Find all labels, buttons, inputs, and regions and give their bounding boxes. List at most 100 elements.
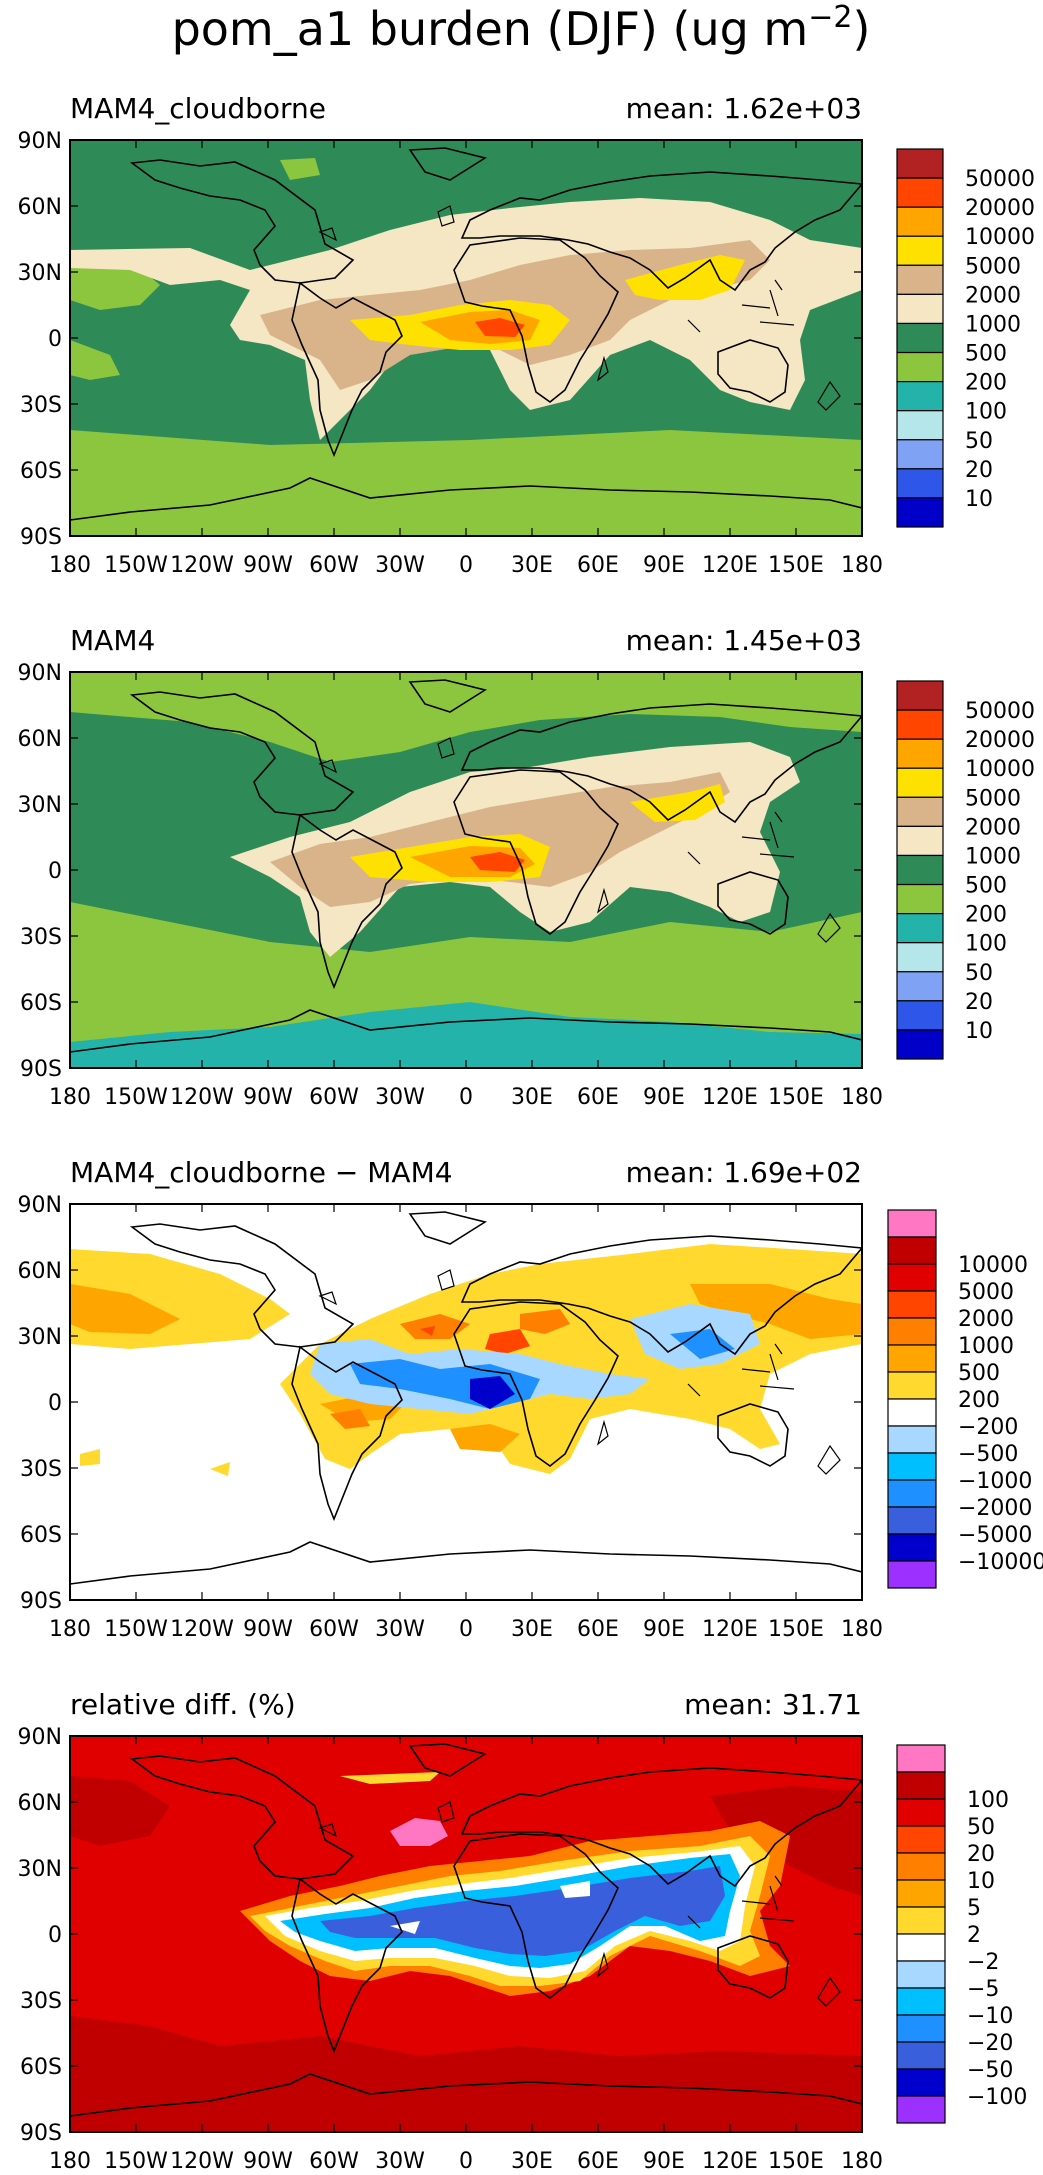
panel-1-mean: mean: 1.62e+03 [626, 92, 862, 125]
legend-level-label: −20 [967, 2031, 1013, 2056]
lat-tick-label: 30S [20, 393, 62, 418]
legend-level-label: 1000 [965, 844, 1021, 869]
panel-2: MAM4 mean: 1.45e+03 90N60N30N030S60S90S … [18, 624, 1035, 1110]
panel-3-neg-5000-10000 [470, 1376, 515, 1409]
legend-swatch [896, 767, 944, 798]
legend-level-label: 5 [967, 1896, 981, 1921]
legend-swatch [887, 1398, 937, 1427]
lon-tick-label: 180 [49, 553, 91, 578]
panel-2-map [70, 672, 862, 1068]
lon-tick-label: 180 [841, 2149, 883, 2174]
panel-1-20000-50000 [475, 318, 525, 337]
lat-tick-label: 30S [20, 1457, 62, 1482]
panel-4-mean: mean: 31.71 [684, 1688, 862, 1721]
legend-swatch [887, 1425, 937, 1454]
lon-tick-label: 90E [643, 553, 685, 578]
lon-tick-label: 180 [841, 1617, 883, 1642]
legend-swatch [887, 1344, 937, 1373]
legend-swatch [896, 796, 944, 827]
lon-tick-label: 150W [104, 553, 168, 578]
legend-swatch [896, 1744, 946, 1773]
panel-1-map [70, 140, 862, 536]
legend-swatch [896, 913, 944, 944]
legend-swatch [896, 468, 944, 499]
legend-level-label: −50 [967, 2058, 1013, 2083]
legend-level-label: 500 [965, 874, 1007, 899]
lon-tick-label: 120E [702, 1085, 758, 1110]
panel-3: MAM4_cloudborne − MAM4 mean: 1.69e+02 90… [18, 1156, 1043, 1642]
figure-title: pom_a1 burden (DJF) (ug m−2) [172, 0, 871, 56]
lon-tick-label: 30E [511, 1085, 553, 1110]
lon-tick-label: 90W [243, 553, 293, 578]
legend-level-label: 1000 [958, 1334, 1014, 1359]
legend-level-label: 10 [965, 487, 993, 512]
lat-tick-label: 30N [18, 1325, 62, 1350]
legend-level-label: −1000 [958, 1469, 1032, 1494]
legend-swatch [896, 497, 944, 528]
lon-tick-label: 30W [375, 1085, 425, 1110]
legend-swatch [896, 1029, 944, 1060]
lat-tick-label: 90S [20, 525, 62, 550]
lat-tick-label: 60S [20, 2055, 62, 2080]
legend-level-label: 100 [965, 400, 1007, 425]
legend-level-label: −5000 [958, 1523, 1032, 1548]
legend-level-label: 5000 [965, 254, 1021, 279]
lon-tick-label: 0 [459, 1617, 473, 1642]
panel-1-legend: 50000 20000 10000 5000 2000 1000 500 200 100 50 20… [896, 148, 1035, 528]
lon-tick-label: 120E [702, 553, 758, 578]
panel-3-legend: 10000500020001000500200−200−500−1000−200… [887, 1209, 1043, 1589]
lon-tick-label: 180 [841, 553, 883, 578]
legend-level-label: 5000 [965, 786, 1021, 811]
lat-tick-label: 0 [48, 1391, 62, 1416]
legend-level-label: −200 [958, 1415, 1018, 1440]
lat-tick-label: 0 [48, 859, 62, 884]
legend-swatch [887, 1533, 937, 1562]
lon-tick-label: 0 [459, 2149, 473, 2174]
lon-tick-label: 120W [170, 1617, 234, 1642]
lon-tick-label: 180 [49, 2149, 91, 2174]
lon-tick-label: 30W [375, 2149, 425, 2174]
panel-4-title: relative diff. (%) [70, 1688, 296, 1721]
legend-level-label: 500 [965, 342, 1007, 367]
lat-tick-label: 60N [18, 1259, 62, 1284]
lon-tick-label: 90W [243, 2149, 293, 2174]
legend-swatch [896, 971, 944, 1002]
lon-tick-label: 90E [643, 1617, 685, 1642]
legend-level-label: 500 [958, 1361, 1000, 1386]
legend-swatch [887, 1317, 937, 1346]
lon-tick-label: 30E [511, 553, 553, 578]
lat-tick-label: 30N [18, 1857, 62, 1882]
lon-tick-label: 150W [104, 1617, 168, 1642]
lon-tick-label: 90W [243, 1085, 293, 1110]
lat-tick-label: 90N [18, 129, 62, 154]
legend-swatch [896, 1987, 946, 2016]
lon-tick-label: 120E [702, 1617, 758, 1642]
legend-swatch [896, 322, 944, 354]
legend-swatch [887, 1479, 937, 1508]
legend-swatch [887, 1452, 937, 1481]
legend-level-label: 20000 [965, 728, 1035, 753]
legend-level-label: 50 [965, 429, 993, 454]
legend-level-label: 10000 [965, 757, 1035, 782]
legend-swatch [896, 264, 944, 295]
lat-tick-label: 60S [20, 1523, 62, 1548]
legend-level-label: 2000 [958, 1307, 1014, 1332]
lon-tick-label: 90E [643, 1085, 685, 1110]
legend-level-label: −2 [967, 1950, 999, 1975]
legend-level-label: 5000 [958, 1280, 1014, 1305]
legend-swatch [887, 1506, 937, 1535]
legend-swatch [896, 1933, 946, 1962]
panel-3-map [70, 1204, 862, 1600]
lat-tick-label: 30N [18, 261, 62, 286]
lat-tick-label: 60S [20, 459, 62, 484]
legend-level-label: 20000 [965, 196, 1035, 221]
legend-level-label: 2000 [965, 815, 1021, 840]
lon-tick-label: 0 [459, 553, 473, 578]
panel-3-500-1000 [70, 1284, 862, 1452]
panel-4-map [70, 1736, 862, 2132]
panel-3-1000-2000 [330, 1309, 570, 1429]
lat-tick-label: 90S [20, 2121, 62, 2146]
lat-tick-label: 30S [20, 1989, 62, 2014]
panel-1-southern-ocean [70, 430, 862, 536]
legend-level-label: 1000 [965, 312, 1021, 337]
